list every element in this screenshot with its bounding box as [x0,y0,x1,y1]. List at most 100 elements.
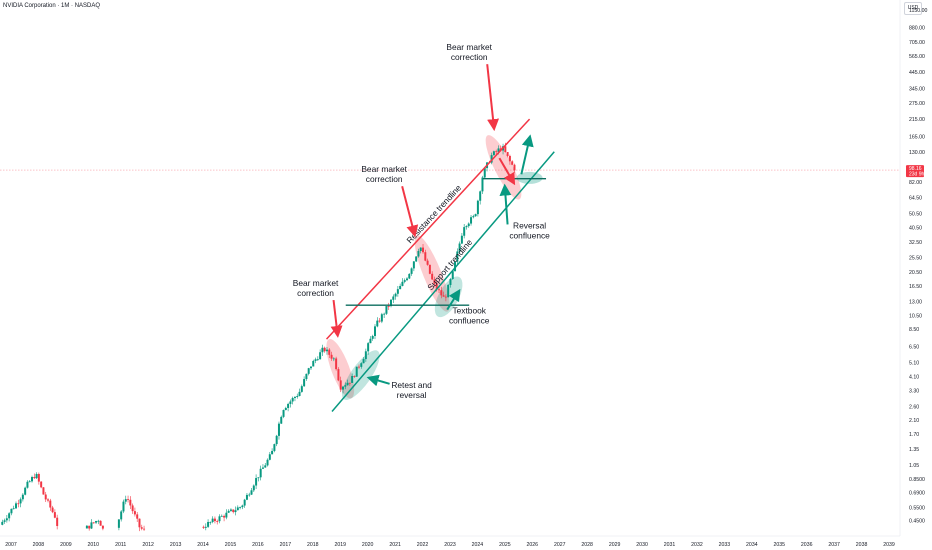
y-tick-22: 5.10 [909,360,919,366]
candle-body-10 [24,487,27,495]
candle-body-99 [227,510,230,513]
candle-body-154 [353,376,356,377]
x-tick-6: 2013 [170,542,182,548]
candle-body-8 [19,499,22,504]
candle-body-133 [305,373,308,380]
y-tick-7: 215.00 [909,117,925,123]
annotation-arrow-4 [446,288,461,311]
candle-body-144 [330,354,333,359]
y-tick-26: 2.10 [909,418,919,424]
candle-body-40 [92,522,95,524]
candle-body-169 [387,306,390,307]
candle-body-188 [431,273,434,280]
candle-body-54 [124,499,127,502]
candle-body-201 [460,235,463,244]
candle-body-165 [378,320,381,322]
y-tick-15: 25.50 [909,256,922,262]
x-tick-18: 2025 [499,542,511,548]
y-tick-29: 1.05 [909,463,919,469]
candle-body-100 [229,509,232,511]
candle-body-19 [44,494,47,500]
x-tick-23: 2030 [636,542,648,548]
time-axis[interactable]: 2007 2008 2009 2010 2011 2012 2013 2014 2015 2016… [5,542,895,548]
candle-body-132 [303,379,306,387]
x-tick-1: 2008 [33,542,45,548]
candle-body-126 [289,401,292,404]
candle-body-194 [444,296,447,298]
x-tick-27: 2034 [746,542,758,548]
y-tick-12: 50.50 [909,211,922,217]
y-tick-2: 705.00 [909,40,925,46]
candle-body-89 [204,526,207,528]
current-price-tag: 98.16 23d 9h [906,165,925,178]
candle-body-206 [472,216,475,218]
y-tick-18: 13.00 [909,300,922,306]
candle-body-160 [367,343,370,352]
y-tick-28: 1.35 [909,447,919,453]
candle-body-56 [129,499,132,506]
candles [1,142,516,532]
candle-body-20 [47,499,50,501]
candle-body-22 [51,507,54,513]
candle-body-220 [504,146,507,153]
resistance-trendline-label: Resistance trendline [404,182,463,245]
candle-body-167 [383,313,386,315]
candle-body-200 [458,243,461,252]
price-tag-box [906,165,924,178]
y-tick-8: 165.00 [909,134,925,140]
candle-body-41 [95,521,98,523]
candle-body-153 [351,376,354,383]
candle-body-97 [223,515,226,518]
candle-body-147 [337,369,340,381]
x-tick-17: 2024 [472,542,484,548]
y-tick-16: 20.50 [909,270,922,276]
highlight-zones [326,135,543,400]
candle-body-103 [236,507,239,511]
candle-body-118 [271,450,274,455]
y-tick-20: 8.50 [909,327,919,333]
x-tick-8: 2015 [225,542,237,548]
candle-body-55 [127,499,130,500]
candle-body-135 [309,366,312,369]
candle-body-106 [243,499,246,506]
candle-body-98 [225,512,228,518]
price-axis[interactable]: 1150.00 880.00 705.00 565.00 445.00 345.00 275… [909,8,927,524]
y-tick-19: 10.50 [909,313,922,319]
candle-body-139 [319,352,322,360]
candle-body-117 [268,454,271,460]
candle-body-215 [492,151,495,156]
candle-body-53 [122,501,125,512]
chart-title: NVIDIA Corporation · 1M · NASDAQ [3,3,101,9]
candle-body-52 [120,511,123,520]
currency-selector[interactable]: USD [904,2,922,15]
candle-body-9 [21,494,24,500]
y-tick-9: 130.00 [909,150,925,156]
y-tick-30: 0.8500 [909,477,925,483]
candle-body-109 [250,490,253,495]
candle-body-180 [412,261,415,269]
candle-body-108 [248,494,251,496]
candle-body-164 [376,320,379,327]
candle-body-189 [433,279,436,284]
candle-body-211 [483,168,486,178]
y-tick-13: 40.50 [909,226,922,232]
candle-body-111 [255,478,258,486]
candle-body-115 [264,465,267,468]
candle-body-159 [364,351,367,360]
annotation-1: Bear market correction [361,164,407,184]
candle-body-214 [490,155,493,163]
candle-body-110 [252,485,255,491]
annotation-arrow-5 [366,374,390,387]
candle-body-137 [314,359,317,361]
candle-body-222 [508,155,511,162]
candle-body-42 [97,520,100,522]
x-tick-32: 2039 [883,542,895,548]
candle-body-60 [138,518,141,528]
candle-body-129 [296,395,299,397]
candle-body-195 [447,284,450,298]
annotation-arrow-0 [486,64,500,132]
candle-body-101 [232,509,235,513]
x-tick-12: 2019 [334,542,346,548]
x-tick-22: 2029 [609,542,621,548]
